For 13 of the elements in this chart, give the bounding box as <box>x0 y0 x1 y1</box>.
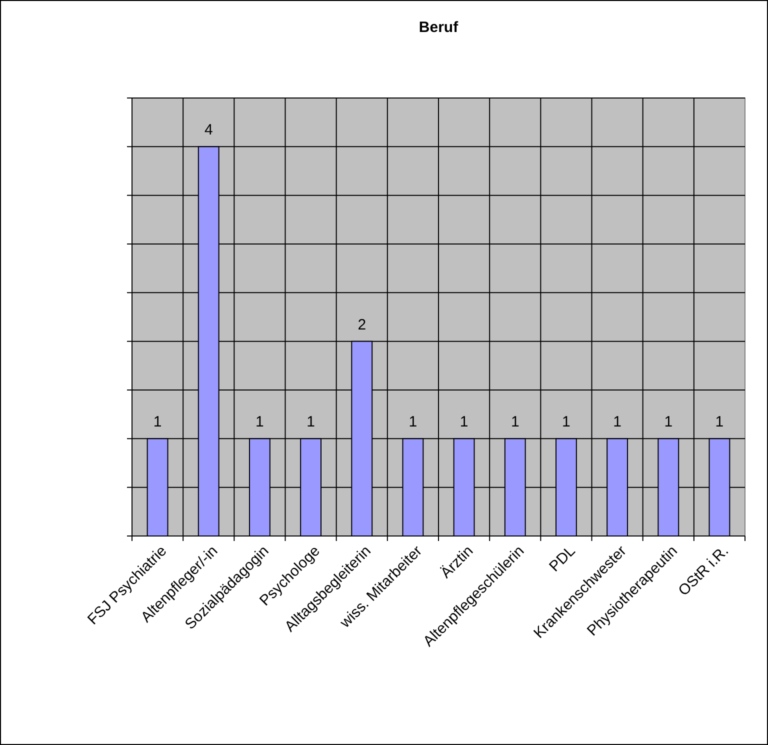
data-label: 1 <box>715 414 724 431</box>
data-label: 1 <box>306 414 315 431</box>
data-label: 1 <box>562 414 570 431</box>
data-label: 1 <box>408 414 418 431</box>
data-label: 4 <box>204 122 213 139</box>
data-label: 1 <box>256 414 264 431</box>
data-label: 2 <box>358 316 366 334</box>
data-label: 1 <box>664 414 673 431</box>
chart-title: Beruf <box>418 19 460 36</box>
data-label: 1 <box>153 414 162 431</box>
data-label: 1 <box>460 414 468 431</box>
data-label: 1 <box>510 414 520 431</box>
data-label: 1 <box>613 414 622 431</box>
